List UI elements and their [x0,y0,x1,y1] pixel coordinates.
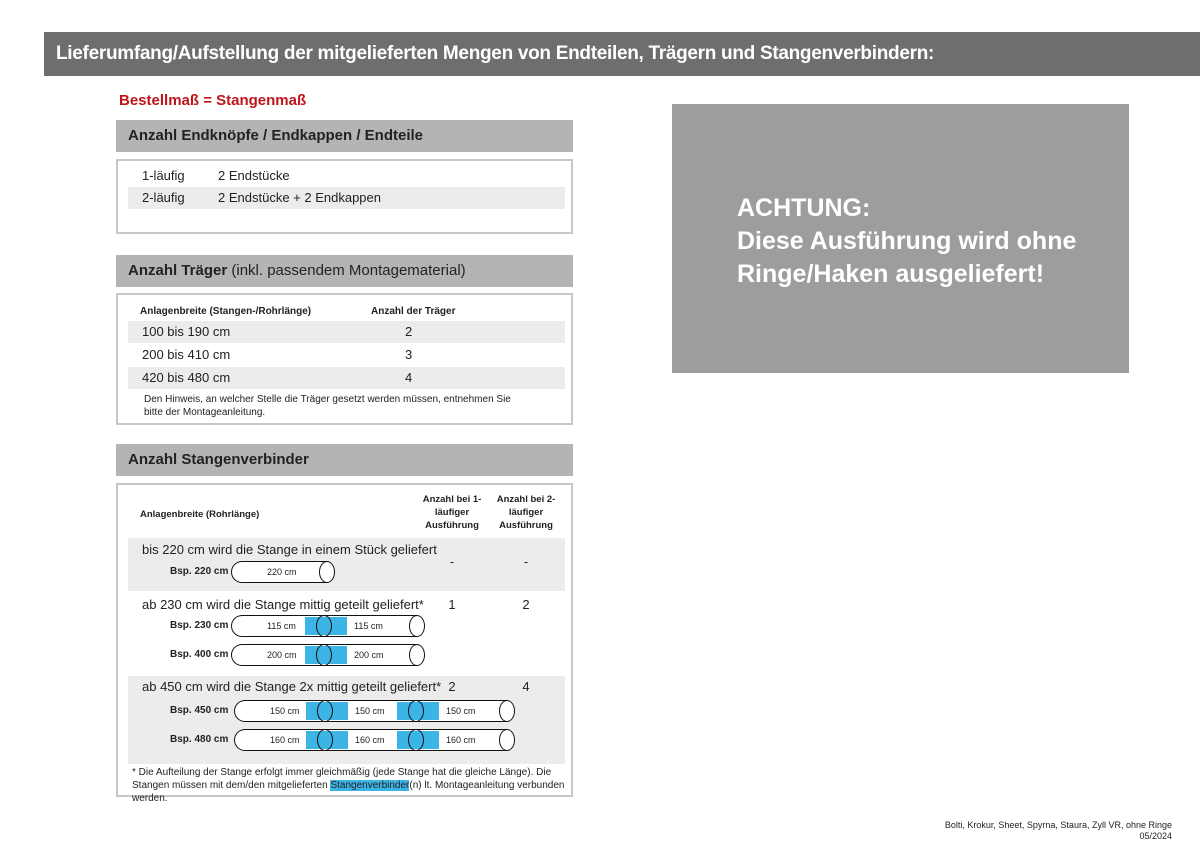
segment-length: 150 cm [355,706,385,716]
footnote: * Die Aufteilung der Stange erfolgt imme… [132,766,568,805]
table-row: 420 bis 480 cm 4 [128,367,565,389]
pipe-end [409,644,425,666]
cell: 2-läufig [142,190,185,205]
segment-length: 150 cm [270,706,300,716]
cell: 2 [405,324,413,339]
example-label: Bsp. 400 cm [170,649,229,660]
pipe-joint [408,729,424,751]
segment-length: 200 cm [354,650,384,660]
segment-length: 160 cm [446,735,476,745]
count-2-laeufig: 4 [522,679,530,694]
cell: 2 Endstücke [218,168,290,183]
pipe-joint [316,615,332,637]
warning-box: ACHTUNG: Diese Ausführung wird ohne Ring… [672,104,1129,373]
cell: 2 Endstücke + 2 Endkappen [218,190,381,205]
example-label: Bsp. 450 cm [170,705,229,716]
footer: Bolti, Krokur, Sheet, Spyrna, Staura, Zy… [945,820,1172,842]
footnote-text: (n) lt. Montageanleitung verbunden werde… [132,780,565,804]
segment-length: 200 cm [267,650,297,660]
traeger-table: Anlagenbreite (Stangen-/Rohrlänge) Anzahl… [116,293,573,425]
group-text: ab 450 cm wird die Stange 2x mittig gete… [142,679,442,694]
segment-length: 115 cm [354,621,383,631]
pipe-end [499,729,515,751]
col-header: Anlagenbreite (Rohrlänge) [140,509,260,520]
example-label: Bsp. 230 cm [170,620,229,631]
footnote-text: * Die Aufteilung der Stange erfolgt imme… [132,767,552,791]
cell: 4 [405,370,413,385]
group-text: bis 220 cm wird die Stange in einem Stüc… [142,542,437,557]
heading-normal: (inkl. passendem Montagematerial) [227,262,466,279]
col-header: Anzahl der Träger [371,306,456,317]
footer-date: 05/2024 [1139,831,1172,841]
segment-length: 220 cm [267,567,297,577]
count-1-laeufig: 1 [448,597,456,612]
endteile-heading: Anzahl Endknöpfe / Endkappen / Endteile [116,120,573,152]
count-2-laeufig: 2 [522,597,530,612]
table-header: Anlagenbreite (Stangen-/Rohrlänge) Anzahl… [128,301,565,323]
example-label: Bsp. 220 cm [170,566,229,577]
table-row: 2-läufig 2 Endstücke + 2 Endkappen [128,187,565,209]
group-text: ab 230 cm wird die Stange mittig geteilt… [142,597,424,612]
segment-length: 150 cm [446,706,476,716]
segment-length: 160 cm [270,735,300,745]
pipe-rod [231,561,327,583]
table-row: 200 bis 410 cm 3 [128,344,565,366]
footnote-highlight: Stangenverbinder [330,780,410,791]
cell: 1-läufig [142,168,185,183]
traeger-heading: Anzahl Träger (inkl. passendem Montagema… [116,255,573,287]
endteile-table: 1-läufig 2 Endstücke 2-läufig 2 Endstücke … [116,159,573,234]
cell: 420 bis 480 cm [142,370,231,385]
traeger-note: Den Hinweis, an welcher Stelle die Träge… [144,394,511,418]
footer-products: Bolti, Krokur, Sheet, Spyrna, Staura, Zy… [944,820,1172,830]
pipe-end [319,561,335,583]
pipe-joint [317,700,333,722]
warning-line: Ringe/Haken ausgeliefert! [737,260,1045,288]
cell: 100 bis 190 cm [142,324,231,339]
verbinder-heading: Anzahl Stangenverbinder [116,444,573,476]
pipe-joint [317,729,333,751]
segment-length: 115 cm [267,621,296,631]
pipe-end [409,615,425,637]
example-label: Bsp. 480 cm [170,734,229,745]
page-title: Lieferumfang/Aufstellung der mitgeliefer… [44,32,1200,76]
col-header: Anzahl bei 2-läufiger Ausführung [496,494,556,531]
segment-length: 160 cm [355,735,385,745]
col-header: Anzahl bei 1-läufiger Ausführung [422,494,482,531]
warning-line: ACHTUNG: [737,194,871,222]
heading-bold: Anzahl Träger [128,262,228,279]
pipe-joint [316,644,332,666]
group-bg [128,538,565,591]
order-note: Bestellmaß = Stangenmaß [119,92,307,109]
col-header: Anlagenbreite (Stangen-/Rohrlänge) [140,306,312,317]
count-1-laeufig: 2 [448,679,456,694]
pipe-end [499,700,515,722]
warning-line: Diese Ausführung wird ohne [737,227,1077,255]
pipe-joint [408,700,424,722]
table-row: 100 bis 190 cm 2 [128,321,565,343]
verbinder-table: Anlagenbreite (Rohrlänge) Anzahl bei 1-l… [116,483,573,804]
count-2-laeufig: - [523,554,529,569]
cell: 200 bis 410 cm [142,347,231,362]
table-row: 1-läufig 2 Endstücke [128,165,565,187]
count-1-laeufig: - [449,554,455,569]
cell: 3 [405,347,413,362]
